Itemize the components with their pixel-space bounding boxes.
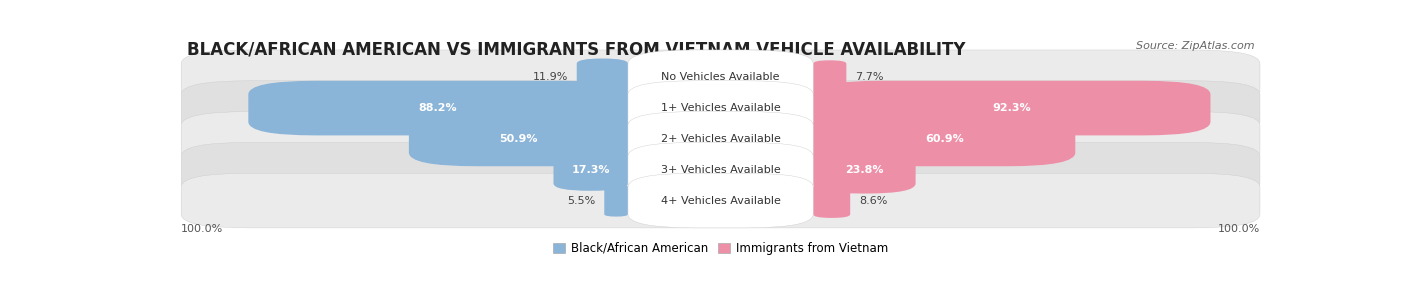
FancyBboxPatch shape: [554, 149, 628, 191]
Text: 23.8%: 23.8%: [845, 165, 883, 175]
Text: 100.0%: 100.0%: [1218, 224, 1260, 234]
Text: 1+ Vehicles Available: 1+ Vehicles Available: [661, 103, 780, 113]
Text: 88.2%: 88.2%: [419, 103, 457, 113]
FancyBboxPatch shape: [813, 183, 851, 218]
FancyBboxPatch shape: [181, 173, 1260, 228]
Text: BLACK/AFRICAN AMERICAN VS IMMIGRANTS FROM VIETNAM VEHICLE AVAILABILITY: BLACK/AFRICAN AMERICAN VS IMMIGRANTS FRO…: [187, 41, 965, 59]
Text: 5.5%: 5.5%: [567, 196, 596, 206]
FancyBboxPatch shape: [628, 112, 813, 166]
Text: No Vehicles Available: No Vehicles Available: [661, 72, 780, 82]
FancyBboxPatch shape: [181, 50, 1260, 105]
FancyBboxPatch shape: [181, 142, 1260, 197]
FancyBboxPatch shape: [628, 142, 813, 197]
Text: 92.3%: 92.3%: [993, 103, 1031, 113]
Text: 100.0%: 100.0%: [181, 224, 224, 234]
Text: 11.9%: 11.9%: [533, 72, 568, 82]
FancyBboxPatch shape: [813, 112, 1076, 166]
Legend: Black/African American, Immigrants from Vietnam: Black/African American, Immigrants from …: [548, 237, 893, 260]
Text: 8.6%: 8.6%: [859, 196, 887, 206]
FancyBboxPatch shape: [813, 146, 915, 194]
FancyBboxPatch shape: [181, 81, 1260, 135]
Text: 2+ Vehicles Available: 2+ Vehicles Available: [661, 134, 780, 144]
FancyBboxPatch shape: [409, 112, 628, 166]
FancyBboxPatch shape: [813, 60, 846, 94]
Text: 17.3%: 17.3%: [571, 165, 610, 175]
Text: 60.9%: 60.9%: [925, 134, 963, 144]
FancyBboxPatch shape: [605, 184, 628, 217]
Text: 4+ Vehicles Available: 4+ Vehicles Available: [661, 196, 780, 206]
Text: Source: ZipAtlas.com: Source: ZipAtlas.com: [1136, 41, 1254, 51]
FancyBboxPatch shape: [249, 81, 628, 135]
FancyBboxPatch shape: [813, 81, 1211, 135]
FancyBboxPatch shape: [181, 112, 1260, 166]
FancyBboxPatch shape: [628, 81, 813, 135]
Text: 50.9%: 50.9%: [499, 134, 537, 144]
FancyBboxPatch shape: [576, 59, 628, 96]
Text: 7.7%: 7.7%: [855, 72, 883, 82]
FancyBboxPatch shape: [628, 173, 813, 228]
FancyBboxPatch shape: [628, 50, 813, 105]
Text: 3+ Vehicles Available: 3+ Vehicles Available: [661, 165, 780, 175]
